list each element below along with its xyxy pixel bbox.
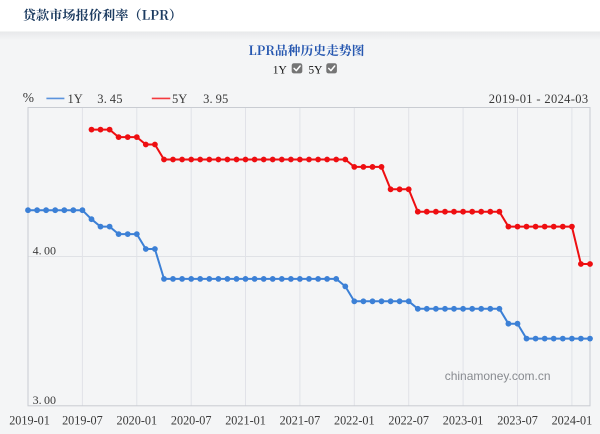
svg-text:3. 95: 3. 95 <box>203 92 228 106</box>
svg-text:chinamoney.com.cn: chinamoney.com.cn <box>445 369 551 383</box>
svg-text:2023-01: 2023-01 <box>443 414 484 428</box>
svg-text:1Y: 1Y <box>68 92 83 106</box>
svg-text:2022-07: 2022-07 <box>388 414 429 428</box>
svg-text:2019-01 - 2024-03: 2019-01 - 2024-03 <box>489 92 589 106</box>
svg-text:2021-07: 2021-07 <box>280 414 321 428</box>
svg-text:3. 45: 3. 45 <box>97 92 122 106</box>
svg-text:%: % <box>23 90 34 105</box>
svg-text:2023-07: 2023-07 <box>497 414 538 428</box>
svg-text:2024-01: 2024-01 <box>552 414 593 428</box>
svg-text:2022-01: 2022-01 <box>334 414 375 428</box>
svg-text:2020-01: 2020-01 <box>116 414 157 428</box>
svg-text:3. 00: 3. 00 <box>33 393 56 407</box>
svg-text:2019-01: 2019-01 <box>9 414 50 428</box>
svg-text:1Y: 1Y <box>273 64 288 76</box>
svg-text:2021-01: 2021-01 <box>225 414 266 428</box>
svg-text:5Y: 5Y <box>308 64 323 76</box>
svg-text:5Y: 5Y <box>172 92 187 106</box>
svg-text:4. 00: 4. 00 <box>33 243 56 257</box>
svg-text:2019-07: 2019-07 <box>62 414 103 428</box>
svg-text:2020-07: 2020-07 <box>171 414 212 428</box>
